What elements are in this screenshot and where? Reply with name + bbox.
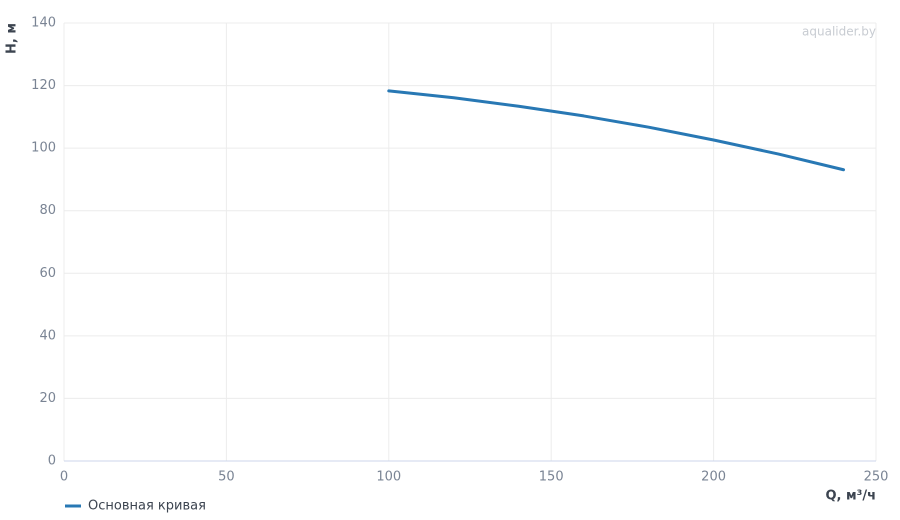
y-tick-label: 0 (48, 454, 56, 469)
watermark: aqualider.by (802, 25, 876, 39)
y-tick-label: 140 (31, 16, 56, 31)
y-axis-title: H, м (5, 23, 20, 54)
y-tick-label: 100 (31, 141, 56, 156)
x-tick-label: 0 (60, 470, 68, 485)
x-tick-label: 200 (701, 470, 726, 485)
legend-label: Основная кривая (88, 499, 206, 514)
y-tick-label: 40 (39, 328, 56, 343)
x-tick-label: 100 (376, 470, 401, 485)
x-axis-title: Q, м³/ч (825, 489, 876, 504)
y-tick-label: 20 (39, 391, 56, 406)
x-tick-label: 250 (864, 470, 889, 485)
x-tick-label: 150 (539, 470, 564, 485)
line-series (387, 89, 846, 172)
y-tick-label: 60 (39, 266, 56, 281)
x-tick-label: 50 (218, 470, 235, 485)
y-tick-label: 80 (39, 203, 56, 218)
y-tick-label: 120 (31, 78, 56, 93)
